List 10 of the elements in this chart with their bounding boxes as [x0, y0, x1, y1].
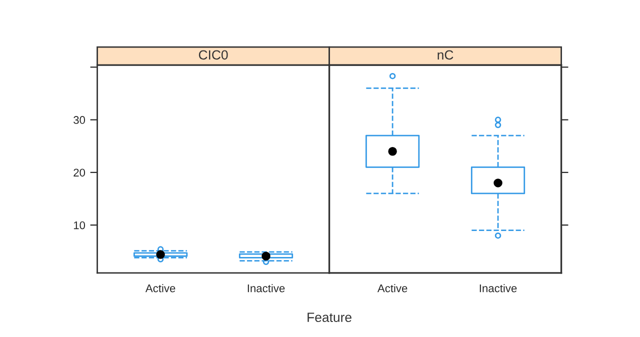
y-tick-label: 30 [74, 116, 86, 124]
x-tick-label: Inactive [480, 284, 517, 292]
x-axis-title: Feature [308, 312, 352, 322]
y-tick-label: 20 [74, 168, 86, 177]
x-tick-label: Active [145, 284, 176, 292]
x-tick-label: Inactive [248, 284, 285, 292]
chart-title: nC [438, 50, 454, 60]
y-tick-label: 10 [74, 221, 86, 230]
chart-title: CIC0 [198, 50, 228, 60]
x-tick-label: Active [377, 284, 408, 292]
